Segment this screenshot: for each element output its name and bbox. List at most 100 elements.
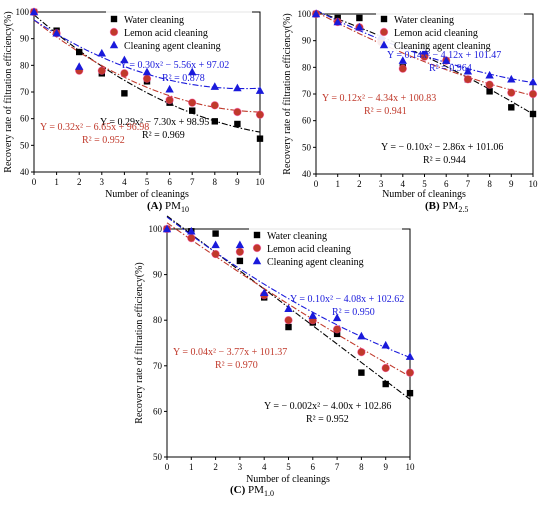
x-tick-label: 8 xyxy=(487,179,492,189)
data-point-2 xyxy=(405,352,415,360)
legend-marker xyxy=(109,27,119,37)
data-point-2 xyxy=(311,9,321,18)
fit-equation: Y = − 0.10x² − 2.86x + 101.06 xyxy=(381,142,503,153)
x-tick-label: 9 xyxy=(509,179,514,189)
legend-marker xyxy=(252,243,262,253)
legend-label: Cleaning agent cleaning xyxy=(124,41,221,52)
data-point-2 xyxy=(355,22,364,31)
x-tick-label: 2 xyxy=(357,179,362,189)
legend-marker xyxy=(110,15,118,23)
legend-label: Water cleaning xyxy=(394,15,454,26)
legend: Water cleaning Lemon acid cleaning Cleanin… xyxy=(376,11,524,52)
x-tick-label: 6 xyxy=(167,177,172,187)
data-point-2 xyxy=(442,56,451,64)
caption-subscript: 10 xyxy=(181,205,189,214)
fit-curve-1 xyxy=(33,19,261,113)
data-point-1 xyxy=(142,74,152,83)
data-point-0 xyxy=(508,104,515,111)
legend-marker xyxy=(109,40,119,49)
fit-curve-1 xyxy=(315,11,534,97)
fit-equation: Y = 0.04x² − 3.77x + 101.37 xyxy=(173,347,287,358)
y-tick-label: 70 xyxy=(153,361,163,371)
data-point-0 xyxy=(121,90,128,97)
data-point-2 xyxy=(162,224,172,233)
data-point-1 xyxy=(357,347,366,357)
y-tick-label: 50 xyxy=(20,140,30,150)
y-tick-label: 100 xyxy=(16,7,30,17)
y-axis-label: Recovery rate of filtration efficiency(%… xyxy=(3,11,14,172)
x-tick-label: 4 xyxy=(262,462,267,472)
x-axis-label: Number of cleanings xyxy=(105,189,189,200)
data-point-0 xyxy=(76,48,83,56)
x-tick-label: 7 xyxy=(335,462,340,472)
y-tick-label: 80 xyxy=(153,315,163,325)
x-tick-label: 8 xyxy=(359,462,364,472)
caption-base: PM xyxy=(248,484,264,496)
y-tick-label: 50 xyxy=(153,452,163,462)
caption-subscript: 1.0 xyxy=(264,489,274,498)
data-point-1 xyxy=(463,75,473,84)
data-point-1 xyxy=(284,316,293,325)
legend-box xyxy=(106,11,252,51)
data-point-2 xyxy=(187,226,196,235)
fit-curve-1 xyxy=(166,222,411,377)
data-point-2 xyxy=(52,28,61,37)
data-point-1 xyxy=(332,325,342,334)
fit-equation: Y = 0.30x² − 5.56x + 97.02 xyxy=(120,60,229,71)
fit-r-squared: R² = 0.941 xyxy=(364,106,407,117)
x-tick-label: 5 xyxy=(286,462,291,472)
fit-equation: Y = 0.32x² − 6.65x + 96.98 xyxy=(40,122,149,133)
data-point-1 xyxy=(210,101,219,110)
data-point-0 xyxy=(358,369,365,376)
data-point-2 xyxy=(333,17,342,26)
data-point-1 xyxy=(187,233,196,243)
y-tick-label: 40 xyxy=(302,169,312,179)
data-point-1 xyxy=(235,247,245,256)
data-point-1 xyxy=(528,89,538,99)
fit-equation: Y = − 0.002x² − 4.00x + 102.86 xyxy=(264,401,391,412)
fit-r-squared: R² = 0.950 xyxy=(332,307,375,318)
data-point-2 xyxy=(120,55,129,64)
data-point-2 xyxy=(507,74,516,83)
legend-marker xyxy=(252,256,262,265)
fit-r-squared: R² = 0.944 xyxy=(423,155,466,166)
x-tick-label: 8 xyxy=(213,177,218,187)
data-point-0 xyxy=(486,88,493,95)
y-tick-label: 70 xyxy=(20,87,30,97)
data-point-2 xyxy=(485,70,494,79)
caption-subscript: 2.5 xyxy=(458,205,468,214)
data-point-1 xyxy=(398,64,407,73)
x-tick-label: 4 xyxy=(401,179,406,189)
y-tick-label: 100 xyxy=(298,9,312,19)
panel-caption: (B) PM2.5 xyxy=(425,200,468,214)
fit-r-squared: R² = 0.952 xyxy=(306,414,349,425)
data-point-2 xyxy=(255,86,265,94)
data-point-2 xyxy=(260,288,269,297)
x-tick-label: 5 xyxy=(422,179,427,189)
x-tick-label: 7 xyxy=(466,179,471,189)
legend-marker xyxy=(379,27,389,37)
x-tick-label: 10 xyxy=(529,179,539,189)
legend: Water cleaning Lemon acid cleaning Cleanin… xyxy=(106,11,252,52)
data-point-0 xyxy=(256,135,264,142)
data-point-1 xyxy=(255,110,265,119)
y-tick-label: 50 xyxy=(302,142,312,152)
fit-r-squared: R² = 0.878 xyxy=(162,73,205,84)
legend-label: Lemon acid cleaning xyxy=(394,28,478,39)
data-point-2 xyxy=(463,66,473,75)
chart-panel-0: 0 1 2 3 4 5 6 7 8 9 10 40 50 60 70 80 90 100 Number of cle… xyxy=(3,7,265,214)
data-point-0 xyxy=(212,230,219,237)
legend-label: Cleaning agent cleaning xyxy=(394,41,491,52)
data-point-2 xyxy=(235,240,245,249)
legend-label: Cleaning agent cleaning xyxy=(267,257,364,268)
y-tick-label: 90 xyxy=(20,34,30,44)
y-tick-label: 60 xyxy=(153,406,163,416)
x-tick-label: 10 xyxy=(256,177,266,187)
y-tick-label: 90 xyxy=(153,270,163,280)
fit-curve-0 xyxy=(33,14,261,133)
data-point-2 xyxy=(210,82,219,90)
chart-panel-1: 0 1 2 3 4 5 6 7 8 9 10 40 50 60 70 80 90 100 Number of cle… xyxy=(282,9,538,214)
chart-panel-2: 0 1 2 3 4 5 6 7 8 9 10 50 60 70 80 90 100 Number of clean… xyxy=(134,215,415,498)
y-tick-label: 80 xyxy=(20,60,30,70)
